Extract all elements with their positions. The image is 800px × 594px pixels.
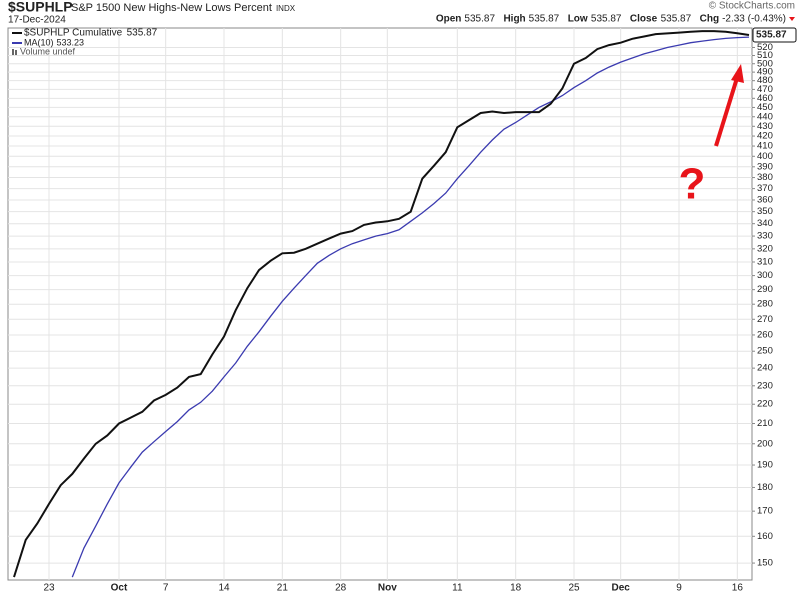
volume-note: Volume undef	[20, 46, 76, 56]
x-tick-label: 16	[732, 583, 744, 594]
y-tick-label: 430	[757, 121, 773, 132]
x-tick-label: 28	[335, 583, 347, 594]
y-tick-label: 220	[757, 399, 773, 410]
series-line	[13, 30, 750, 578]
date: 17-Dec-2024	[8, 15, 66, 26]
x-tick-label: 21	[277, 583, 289, 594]
y-tick-label: 180	[757, 482, 773, 493]
legend-value: 533.23	[57, 37, 85, 47]
stat-label: Close	[630, 14, 658, 25]
y-tick-label: 440	[757, 111, 773, 122]
y-tick-label: 350	[757, 206, 773, 217]
series-line	[71, 36, 750, 578]
stat-value: 535.87	[529, 14, 560, 25]
y-tick-label: 360	[757, 194, 773, 205]
y-tick-label: 490	[757, 67, 773, 78]
y-tick-label: 230	[757, 380, 773, 391]
annotation: ?	[679, 160, 706, 209]
exchange: INDX	[276, 4, 296, 13]
down-marker	[789, 17, 795, 21]
x-tick-label: 9	[676, 583, 682, 594]
y-tick-label: 340	[757, 218, 773, 229]
y-tick-label: 330	[757, 231, 773, 242]
stat-value: 535.87	[661, 14, 692, 25]
legend-value: 535.87	[127, 28, 158, 39]
y-tick-label: 210	[757, 418, 773, 429]
y-tick-label: 290	[757, 284, 773, 295]
y-tick-label: 500	[757, 58, 773, 69]
subtitle: S&P 1500 New Highs-New Lows Percent	[71, 2, 272, 14]
arrow-shaft	[714, 77, 739, 147]
x-tick-label: 7	[163, 583, 169, 594]
stat-label: Chg	[700, 14, 719, 25]
stat-value: 535.87	[464, 14, 495, 25]
y-tick-label: 150	[757, 558, 773, 569]
y-tick-label: 370	[757, 183, 773, 194]
x-tick-label: 23	[43, 583, 55, 594]
x-tick-label: 11	[452, 583, 463, 594]
stat-label: Open	[436, 14, 462, 25]
y-tick-label: 310	[757, 257, 773, 268]
arrow-head	[731, 64, 744, 83]
x-tick-label: 18	[510, 583, 522, 594]
volume-icon	[12, 49, 14, 55]
stat-label: High	[503, 14, 525, 25]
y-tick-label: 250	[757, 346, 773, 357]
y-tick-label: 390	[757, 161, 773, 172]
watermark: © StockCharts.com	[709, 1, 795, 12]
y-tick-label: 260	[757, 329, 773, 340]
y-tick-label: 200	[757, 438, 773, 449]
y-tick-label: 450	[757, 102, 773, 113]
x-tick-label: 14	[218, 583, 230, 594]
y-tick-label: 510	[757, 50, 773, 61]
y-tick-label: 320	[757, 243, 773, 254]
x-tick-label: Dec	[611, 583, 630, 594]
y-tick-label: 470	[757, 84, 773, 95]
stat-label: Low	[568, 14, 588, 25]
legend-label: MA(10)	[24, 37, 54, 47]
legend-label: $SUPHLP Cumulative	[24, 28, 123, 39]
y-tick-label: 280	[757, 299, 773, 310]
y-tick-label: 380	[757, 172, 773, 183]
y-tick-label: 190	[757, 460, 773, 471]
y-tick-label: 460	[757, 93, 773, 104]
stat-value: 535.87	[591, 14, 622, 25]
y-tick-label: 400	[757, 151, 773, 162]
volume-icon	[15, 50, 17, 55]
y-tick-label: 300	[757, 270, 773, 281]
x-tick-label: Oct	[111, 583, 128, 594]
y-tick-label: 240	[757, 363, 773, 374]
last-value-label: 535.87	[756, 30, 787, 41]
x-tick-label: 25	[568, 583, 580, 594]
y-tick-label: 480	[757, 75, 773, 86]
y-tick-label: 170	[757, 506, 773, 517]
y-tick-label: 160	[757, 531, 773, 542]
y-tick-label: 410	[757, 141, 773, 152]
x-tick-label: Nov	[378, 583, 397, 594]
stat-value: -2.33 (-0.43%)	[722, 14, 786, 25]
last-value-box	[752, 27, 797, 43]
y-tick-label: 420	[757, 131, 773, 142]
y-tick-label: 520	[757, 42, 773, 53]
y-tick-label: 270	[757, 314, 773, 325]
symbol: $SUPHLP	[8, 0, 73, 15]
